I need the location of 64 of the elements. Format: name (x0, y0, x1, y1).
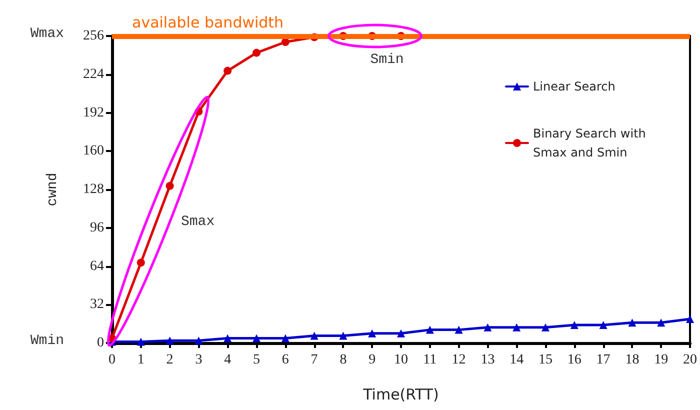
point (686, 315, 694, 324)
point (657, 318, 666, 327)
point (166, 336, 174, 345)
x-tick-label: 18 (625, 352, 640, 368)
point (628, 318, 636, 327)
point (194, 336, 203, 345)
y-tick-label: 224 (83, 66, 104, 82)
point (281, 334, 290, 342)
annotation: Smin (370, 52, 404, 68)
point (166, 182, 174, 190)
y-tick-label: 256 (83, 28, 104, 44)
point (397, 329, 405, 338)
x-tick-label: 5 (253, 352, 260, 368)
point (512, 323, 521, 332)
point (339, 332, 348, 340)
x-tick-label: 13 (480, 352, 495, 368)
point (542, 323, 550, 332)
x-tick-label: 7 (310, 352, 318, 368)
point (570, 321, 578, 330)
x-tick-label: 16 (567, 352, 582, 368)
text: Wmax (30, 26, 64, 42)
x-tick-label: 19 (654, 352, 668, 368)
x-axis-title: Time(RTT) (362, 386, 439, 404)
point (252, 48, 260, 57)
point (454, 326, 463, 334)
legend-label: Linear Search (533, 80, 616, 94)
x-tick-label: 20 (683, 352, 697, 368)
y-tick-label: 32 (90, 297, 104, 312)
x-tick-label: 0 (108, 352, 116, 368)
x-tick-label: 12 (452, 352, 466, 368)
point (224, 334, 232, 342)
x-tick-label: 11 (423, 352, 437, 368)
legend-label: Binary Search with Smax and Smin (533, 126, 650, 160)
point (224, 66, 232, 75)
y-tick-label: 96 (90, 220, 104, 236)
point (484, 323, 492, 332)
point (136, 258, 145, 267)
annotation: Smax (181, 214, 215, 230)
y-tick-label: 64 (90, 258, 104, 274)
y-axis-title: cwnd (45, 172, 61, 206)
point (252, 334, 260, 342)
x-tick-label: 2 (166, 352, 174, 368)
x-tick-label: 8 (340, 352, 347, 368)
point (368, 329, 376, 338)
x-tick-label: 17 (596, 352, 610, 368)
x-tick-label: 14 (510, 352, 524, 368)
point (426, 326, 434, 334)
point (281, 38, 290, 46)
y-tick-label: 160 (83, 144, 104, 159)
x-tick-label: 6 (282, 352, 289, 368)
x-tick-label: 15 (538, 352, 552, 368)
x-tick-label: 1 (137, 352, 144, 368)
x-tick-label: 3 (195, 352, 202, 368)
ref-line-label: available bandwidth (132, 14, 284, 32)
point (599, 321, 608, 330)
y-tick-label: 0 (97, 336, 104, 350)
point (136, 338, 145, 346)
text: Wmin (30, 333, 64, 349)
x-tick-label: 10 (394, 352, 408, 368)
y-tick-label: 128 (83, 182, 104, 197)
y-tick-label: 192 (83, 105, 104, 120)
point (310, 332, 318, 340)
x-tick-label: 4 (224, 352, 232, 368)
x-tick-label: 9 (368, 352, 376, 368)
